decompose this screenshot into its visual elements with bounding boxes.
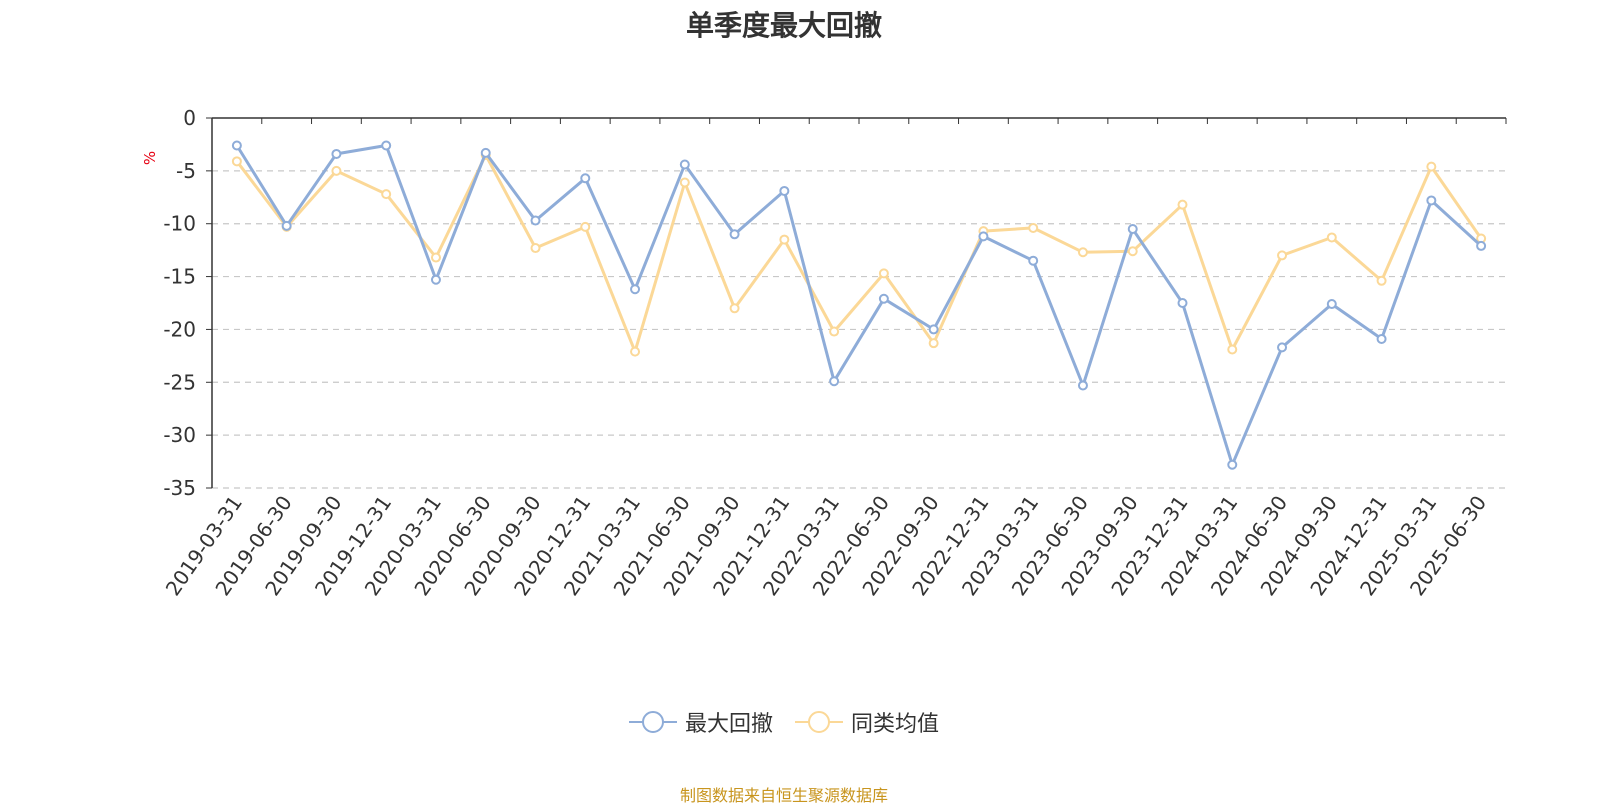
y-axis-unit-label: % bbox=[141, 151, 159, 165]
data-point bbox=[480, 147, 491, 158]
y-tick-label: -30 bbox=[163, 423, 196, 447]
data-point bbox=[630, 346, 641, 357]
data-point bbox=[1227, 459, 1238, 470]
axes: 0-5-10-15-20-25-30-352019-03-312019-06-3… bbox=[161, 106, 1507, 600]
y-tick-label: -5 bbox=[176, 159, 196, 183]
data-point bbox=[679, 159, 690, 170]
data-point bbox=[530, 215, 541, 226]
data-point bbox=[1277, 342, 1288, 353]
data-point bbox=[729, 229, 740, 240]
legend-marker-icon bbox=[795, 711, 843, 733]
chart-title: 单季度最大回撤 bbox=[685, 9, 882, 42]
data-point bbox=[530, 243, 541, 254]
data-point bbox=[231, 140, 242, 151]
data-point bbox=[231, 156, 242, 167]
data-point bbox=[1426, 195, 1437, 206]
y-tick-label: -35 bbox=[163, 476, 196, 500]
source-note: 制图数据来自恒生聚源数据库 bbox=[679, 786, 888, 805]
data-point bbox=[729, 303, 740, 314]
data-point bbox=[1177, 298, 1188, 308]
data-point bbox=[1127, 224, 1138, 234]
data-point bbox=[1127, 246, 1138, 257]
data-point bbox=[580, 173, 591, 184]
y-tick-label: -15 bbox=[163, 265, 196, 289]
legend-item-max-drawdown[interactable]: 最大回撤 bbox=[628, 706, 773, 738]
y-tick-label: 0 bbox=[183, 106, 196, 130]
data-point bbox=[1476, 240, 1487, 251]
series-lines bbox=[231, 140, 1487, 470]
legend-item-peer-average[interactable]: 同类均值 bbox=[795, 706, 939, 738]
data-point bbox=[381, 189, 392, 200]
y-tick-label: -20 bbox=[163, 317, 196, 341]
data-point bbox=[878, 293, 889, 304]
y-tick-label: -25 bbox=[163, 370, 196, 394]
legend-label: 最大回撤 bbox=[684, 712, 773, 737]
data-point bbox=[1326, 232, 1337, 243]
data-point bbox=[878, 268, 889, 279]
grid-lines bbox=[212, 170, 1506, 489]
data-point bbox=[1077, 380, 1088, 391]
y-tick-label: -10 bbox=[163, 212, 196, 236]
data-point bbox=[331, 148, 342, 159]
data-point bbox=[281, 220, 292, 231]
series-line-max-drawdown bbox=[235, 144, 1483, 467]
legend-label: 同类均值 bbox=[851, 712, 940, 737]
data-point bbox=[1277, 250, 1288, 261]
series-line-peer-average bbox=[235, 153, 1483, 354]
data-point bbox=[928, 324, 939, 335]
data-point bbox=[1028, 255, 1039, 266]
data-point bbox=[928, 338, 939, 349]
data-point bbox=[1326, 299, 1337, 310]
data-point bbox=[1376, 333, 1387, 344]
data-point bbox=[331, 165, 342, 176]
data-point bbox=[829, 326, 840, 337]
data-point bbox=[580, 221, 591, 232]
data-point bbox=[1376, 275, 1387, 286]
data-point bbox=[779, 185, 790, 196]
data-point bbox=[381, 140, 392, 151]
data-point bbox=[1227, 344, 1238, 355]
data-point bbox=[679, 177, 690, 188]
data-point bbox=[779, 234, 790, 245]
data-point bbox=[829, 376, 840, 387]
data-point bbox=[1028, 222, 1039, 233]
data-point bbox=[1177, 199, 1188, 210]
data-point bbox=[978, 231, 989, 242]
data-point bbox=[430, 274, 441, 285]
data-point bbox=[630, 284, 641, 295]
legend: 最大回撤 同类均值 bbox=[0, 706, 1568, 738]
data-point bbox=[1426, 161, 1437, 172]
legend-marker-icon bbox=[628, 711, 677, 733]
data-point bbox=[1077, 247, 1088, 258]
data-point bbox=[430, 252, 441, 263]
